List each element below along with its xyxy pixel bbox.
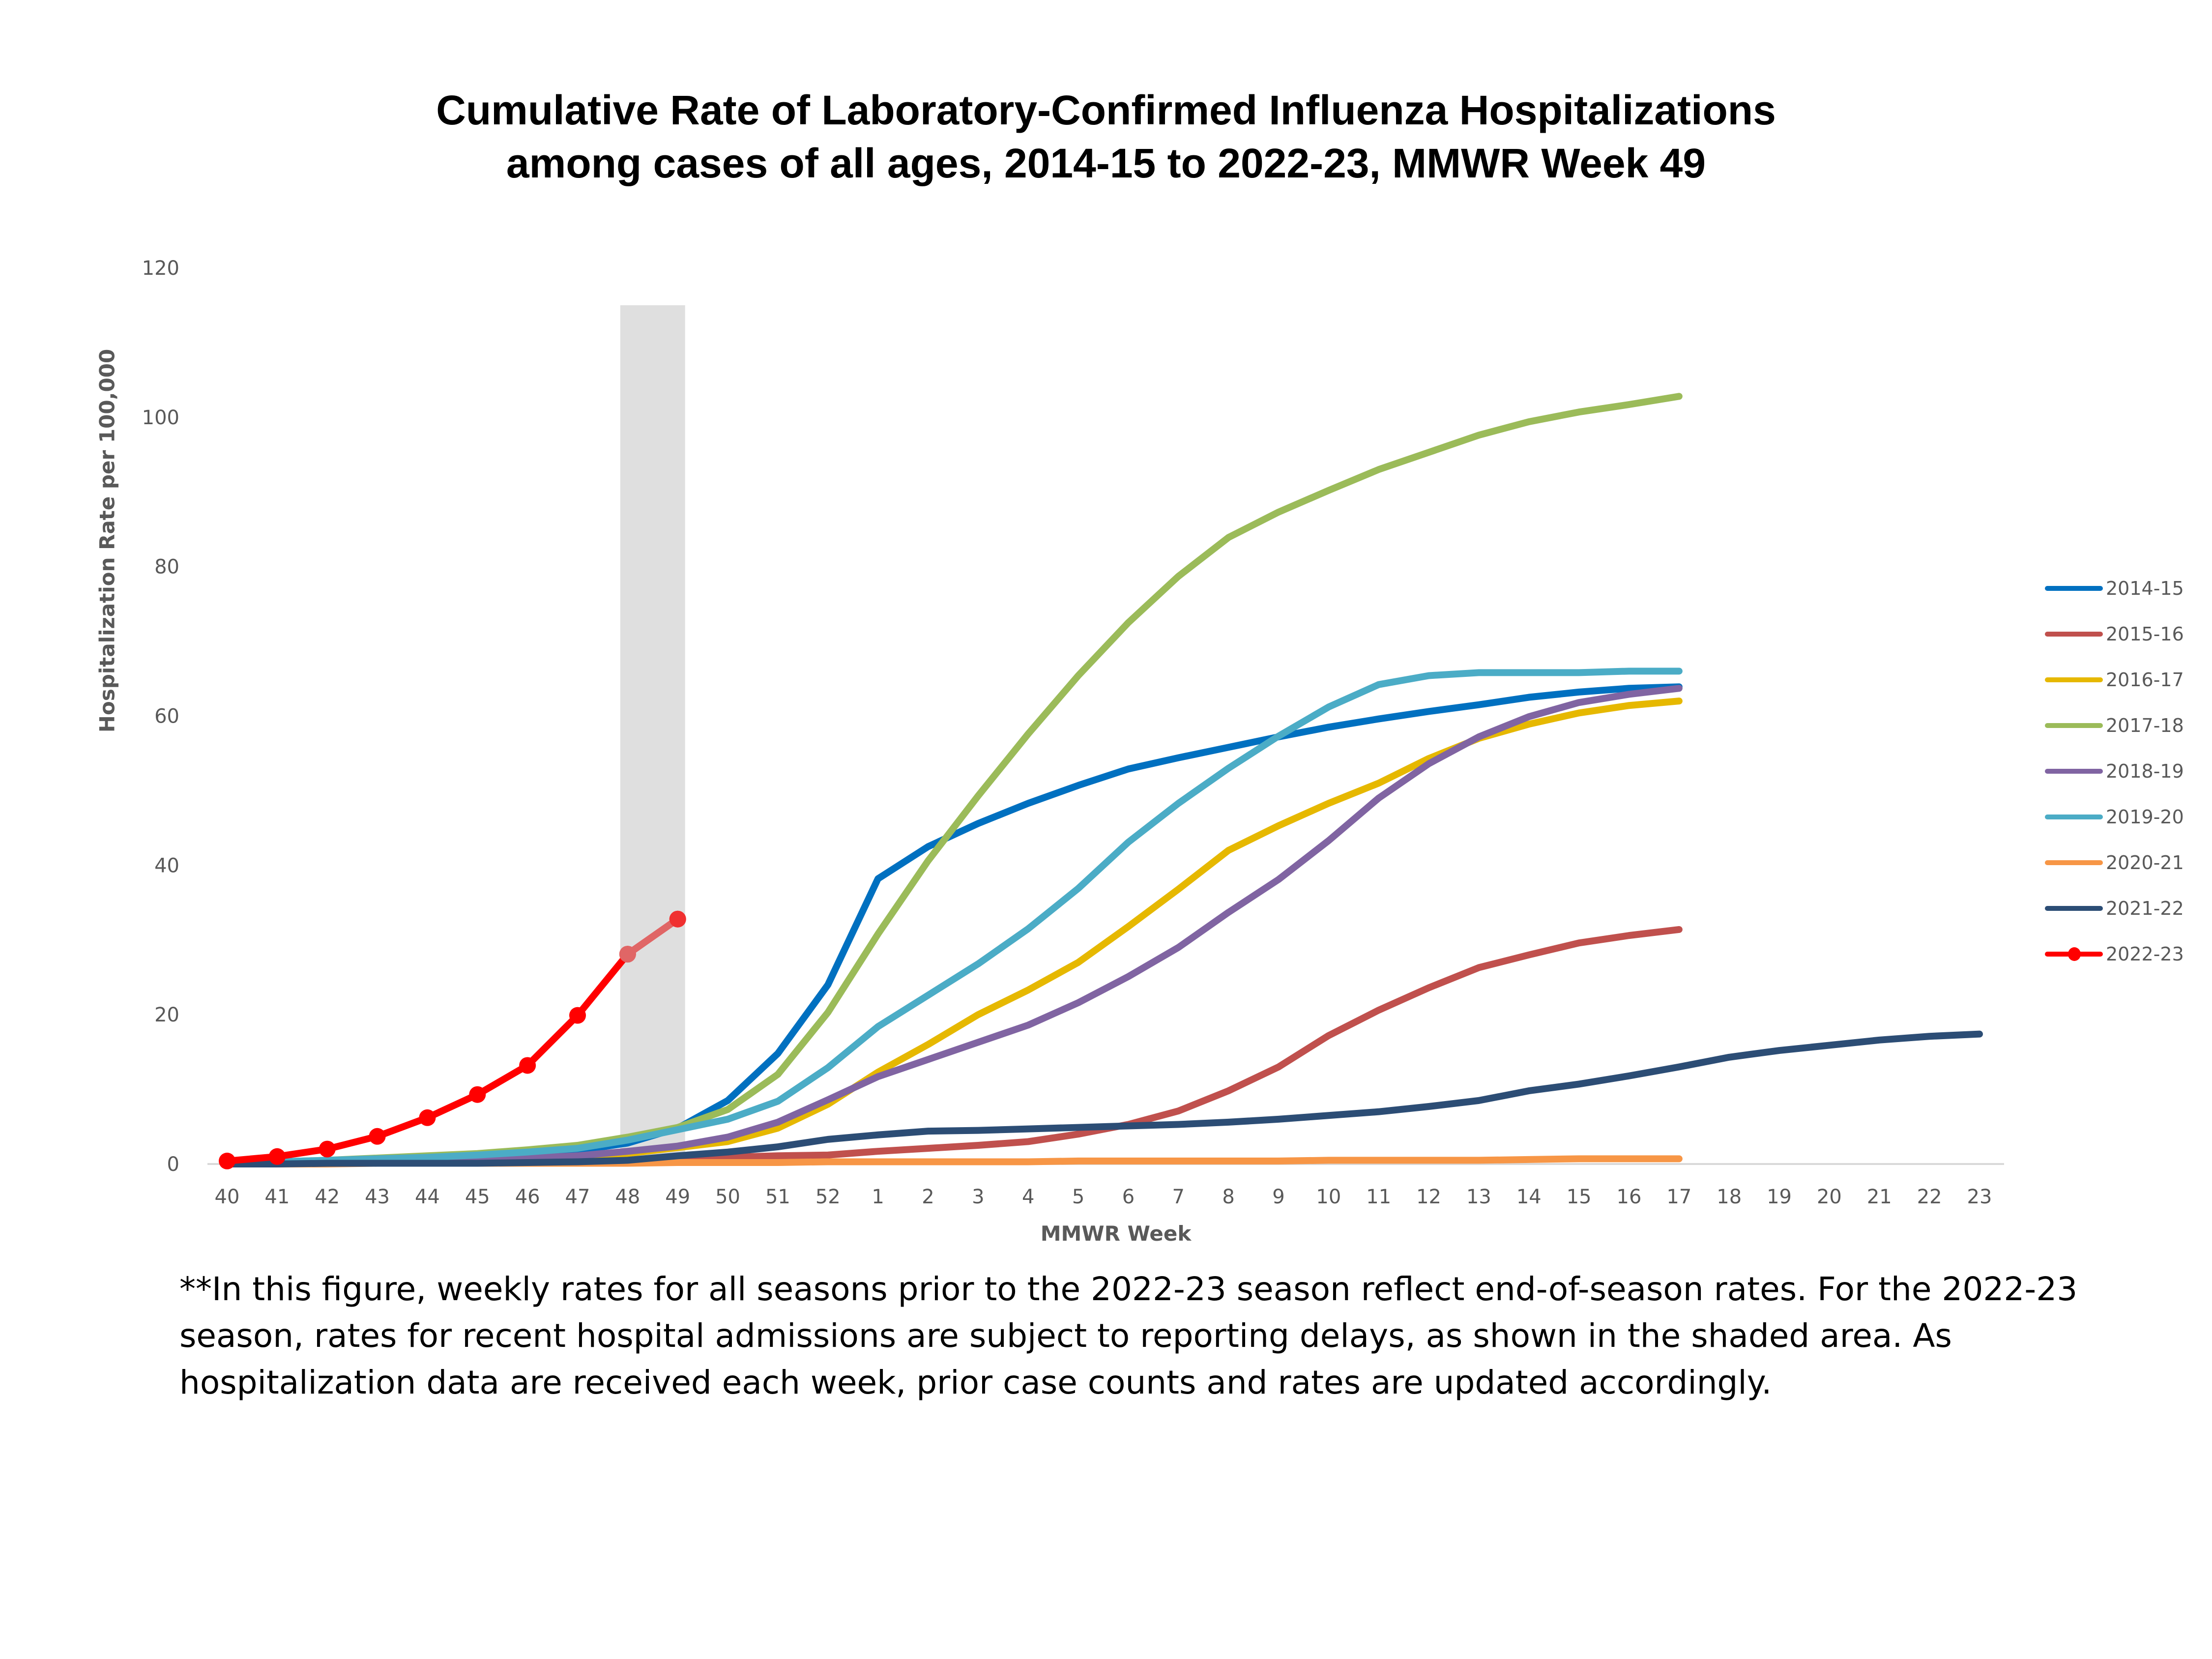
- legend-label: 2021-22: [2106, 897, 2184, 919]
- x-tick-label: 40: [215, 1186, 240, 1208]
- legend-item-2019-20: 2019-20: [2045, 794, 2184, 840]
- series-line-2019-20: [224, 668, 1683, 1166]
- x-tick-label: 50: [715, 1186, 740, 1208]
- x-tick-label: 43: [365, 1186, 390, 1208]
- legend-label: 2022-23: [2106, 943, 2184, 965]
- y-tick-label: 60: [154, 705, 179, 728]
- data-point-marker: [268, 1148, 286, 1165]
- x-tick-label: 6: [1122, 1186, 1135, 1208]
- legend-swatch-icon: [2045, 860, 2103, 865]
- x-tick-label: 41: [264, 1186, 290, 1208]
- y-tick-label: 100: [142, 407, 179, 429]
- data-point-marker: [369, 1128, 386, 1145]
- data-point-marker: [519, 1057, 536, 1074]
- data-point-marker: [569, 1007, 586, 1024]
- x-tick-label: 16: [1617, 1186, 1642, 1208]
- chart-title-line1: Cumulative Rate of Laboratory-Confirmed …: [436, 87, 1776, 133]
- legend-swatch-icon: [2045, 677, 2103, 682]
- x-axis-ticks: 40 41 42 43 44 45 46 47 48 49 50 51 52 1 2 3 4 5 6 7 8 9 10 11 1…: [215, 1186, 1992, 1208]
- legend-item-2021-22: 2021-22: [2045, 885, 2184, 931]
- legend-swatch-icon: [2045, 947, 2103, 961]
- legend-swatch-icon: [2045, 905, 2103, 911]
- x-tick-label: 46: [515, 1186, 540, 1208]
- x-tick-label: 7: [1172, 1186, 1185, 1208]
- reporting-delay-shaded-area: [620, 305, 685, 1163]
- legend-item-2022-23: 2022-23: [2045, 931, 2184, 977]
- series-line-2021-22: [224, 1030, 1983, 1167]
- x-tick-label: 23: [1967, 1186, 1992, 1208]
- legend-swatch-icon: [2045, 723, 2103, 728]
- legend-label: 2020-21: [2106, 851, 2184, 873]
- legend: 2014-15 2015-16 2016-17 2017-18 2018-19 2019-…: [2045, 565, 2184, 977]
- y-tick-label: 0: [167, 1153, 179, 1176]
- x-tick-label: 5: [1072, 1186, 1084, 1208]
- x-tick-label: 17: [1666, 1186, 1691, 1208]
- legend-marker-icon: [2068, 947, 2081, 961]
- legend-label: 2014-15: [2106, 577, 2184, 599]
- legend-item-2014-15: 2014-15: [2045, 565, 2184, 611]
- x-tick-label: 45: [465, 1186, 490, 1208]
- chart-title: Cumulative Rate of Laboratory-Confirmed …: [0, 84, 2212, 190]
- x-tick-label: 42: [315, 1186, 340, 1208]
- series-line-2014-15: [224, 683, 1683, 1166]
- series-lines: [219, 393, 1983, 1169]
- footnote: **In this figure, weekly rates for all s…: [179, 1270, 2078, 1401]
- legend-item-2015-16: 2015-16: [2045, 611, 2184, 657]
- x-tick-label: 12: [1416, 1186, 1441, 1208]
- legend-swatch-icon: [2045, 585, 2103, 591]
- series-line-2016-17: [224, 698, 1683, 1167]
- legend-label: 2015-16: [2106, 623, 2184, 645]
- x-tick-label: 8: [1222, 1186, 1234, 1208]
- x-tick-label: 49: [665, 1186, 690, 1208]
- legend-swatch-icon: [2045, 768, 2103, 774]
- data-point-marker: [219, 1152, 235, 1169]
- x-tick-label: 18: [1717, 1186, 1742, 1208]
- legend-label: 2019-20: [2106, 806, 2184, 828]
- x-tick-label: 10: [1316, 1186, 1341, 1208]
- provisional-data-point-marker: [619, 946, 636, 963]
- legend-label: 2017-18: [2106, 714, 2184, 736]
- x-tick-label: 22: [1917, 1186, 1942, 1208]
- provisional-data-point-marker: [669, 910, 686, 928]
- x-tick-label: 1: [872, 1186, 884, 1208]
- y-tick-label: 80: [154, 556, 179, 579]
- y-tick-label: 120: [142, 257, 179, 280]
- x-tick-label: 47: [565, 1186, 590, 1208]
- x-tick-label: 13: [1466, 1186, 1491, 1208]
- chart-title-line2: among cases of all ages, 2014-15 to 2022…: [506, 140, 1706, 186]
- legend-item-2020-21: 2020-21: [2045, 840, 2184, 885]
- legend-item-2017-18: 2017-18: [2045, 702, 2184, 748]
- series-line-2022-23: [227, 916, 680, 1164]
- x-tick-label: 9: [1272, 1186, 1284, 1208]
- x-tick-label: 11: [1366, 1186, 1391, 1208]
- x-tick-label: 51: [765, 1186, 790, 1208]
- x-tick-label: 20: [1817, 1186, 1842, 1208]
- x-axis-label: MMWR Week: [1040, 1222, 1192, 1246]
- x-tick-label: 44: [415, 1186, 440, 1208]
- legend-label: 2018-19: [2106, 760, 2184, 782]
- x-tick-label: 48: [615, 1186, 640, 1208]
- legend-swatch-icon: [2045, 631, 2103, 637]
- x-tick-label: 3: [972, 1186, 984, 1208]
- y-tick-label: 40: [154, 854, 179, 877]
- y-axis-ticks: 0 20 40 60 80 100 120: [142, 257, 179, 1176]
- y-tick-label: 20: [154, 1004, 179, 1026]
- x-tick-label: 52: [815, 1186, 841, 1208]
- x-tick-label: 2: [922, 1186, 934, 1208]
- legend-swatch-icon: [2045, 814, 2103, 819]
- x-tick-label: 4: [1022, 1186, 1034, 1208]
- x-tick-label: 21: [1867, 1186, 1892, 1208]
- legend-label: 2016-17: [2106, 669, 2184, 691]
- x-tick-label: 19: [1767, 1186, 1792, 1208]
- series-line-provisional: [625, 916, 680, 957]
- legend-item-2018-19: 2018-19: [2045, 748, 2184, 794]
- data-point-marker: [469, 1086, 486, 1103]
- legend-item-2016-17: 2016-17: [2045, 657, 2184, 702]
- data-point-marker: [419, 1109, 436, 1126]
- x-tick-label: 14: [1516, 1186, 1542, 1208]
- series-line-2018-19: [224, 685, 1683, 1167]
- data-point-marker: [319, 1140, 336, 1158]
- x-tick-label: 15: [1567, 1186, 1592, 1208]
